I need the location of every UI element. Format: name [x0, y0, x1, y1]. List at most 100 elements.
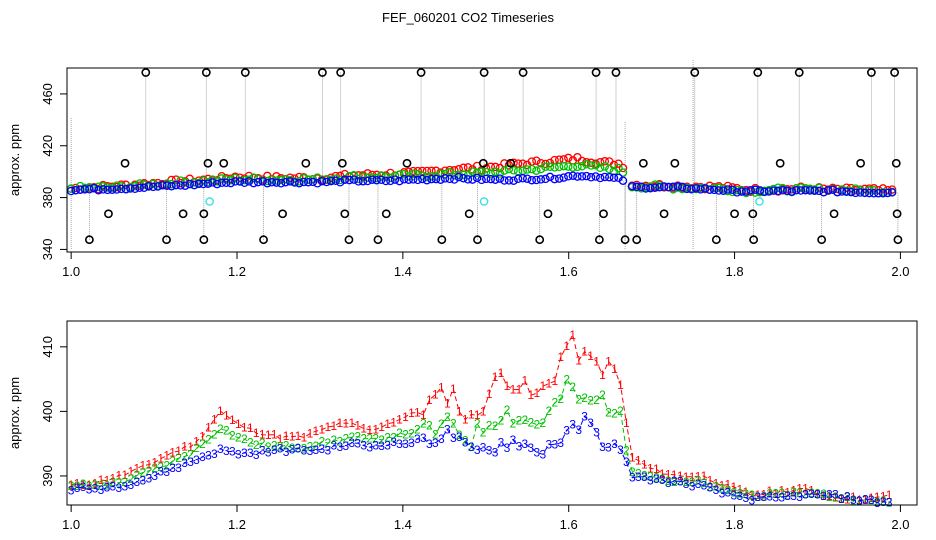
series-1-marker: 1 [98, 473, 105, 487]
series-2-point [176, 176, 185, 185]
series-1-marker: 1 [557, 350, 564, 364]
series-1-marker: 1 [313, 424, 320, 438]
series-3-marker: 3 [110, 480, 117, 494]
outlier-point [381, 209, 391, 219]
series-3-marker: 3 [784, 489, 791, 503]
series-1-marker: 1 [814, 487, 821, 501]
series-2-marker: 2 [223, 423, 230, 437]
series-2-marker: 2 [689, 475, 696, 489]
series-3-point [454, 172, 464, 182]
series-2-line [71, 378, 890, 503]
series-2-marker: 2 [808, 486, 815, 500]
series-1-point [833, 184, 842, 194]
series-3-point [212, 179, 222, 189]
series-3-point [500, 176, 509, 185]
series-3-point [691, 183, 701, 193]
series-3-point [386, 176, 395, 186]
series-3-point [381, 176, 391, 186]
flagged-point [755, 197, 764, 206]
series-3-point [431, 174, 441, 184]
series-2-marker: 2 [122, 475, 129, 489]
series-3-point [80, 185, 90, 194]
series-2-marker: 2 [74, 479, 81, 493]
top-y-axis-label: approx. ppm [7, 124, 22, 196]
series-3-point [878, 189, 888, 198]
series-3-point [577, 172, 587, 181]
series-3-marker: 3 [444, 423, 451, 437]
series-3-point [276, 179, 286, 188]
series-2-marker: 2 [271, 439, 278, 453]
outlier-point [437, 235, 447, 245]
x-tick-label: 1.8 [726, 517, 744, 532]
series-2-marker: 2 [868, 493, 875, 507]
series-2-marker: 2 [128, 472, 135, 486]
series-2-marker: 2 [68, 479, 75, 493]
series-2-marker: 2 [384, 430, 391, 444]
series-3-point [678, 182, 687, 192]
series-1-marker: 1 [665, 467, 672, 481]
series-2-marker: 2 [510, 416, 517, 430]
series-2-marker: 2 [348, 430, 355, 444]
outlier-point [594, 235, 604, 245]
series-1-marker: 1 [492, 370, 499, 384]
series-3-marker: 3 [133, 475, 140, 489]
series-3-marker: 3 [593, 426, 600, 440]
series-2-point [226, 175, 236, 185]
series-1-marker: 1 [838, 492, 845, 506]
series-1-marker: 1 [760, 487, 767, 501]
series-2-marker: 2 [336, 434, 343, 448]
series-1-marker: 1 [426, 393, 433, 407]
series-3-point [545, 172, 555, 182]
bottom-plot-frame [66, 320, 918, 506]
series-3-point [650, 183, 660, 192]
series-1-marker: 1 [731, 480, 738, 494]
series-3-point [445, 174, 454, 184]
series-3-marker: 3 [874, 496, 881, 510]
series-3-marker: 3 [74, 481, 81, 495]
series-3-point [532, 175, 541, 185]
series-2-point [491, 167, 500, 177]
series-3-point [440, 174, 450, 183]
series-2-marker: 2 [641, 469, 648, 483]
series-3-point [450, 175, 459, 184]
series-1-marker: 1 [456, 405, 463, 419]
series-3-marker: 3 [766, 490, 773, 504]
top-data-layer [66, 60, 903, 250]
series-3-marker: 3 [68, 483, 75, 497]
series-2-marker: 2 [498, 414, 505, 428]
series-3-point [668, 182, 678, 192]
series-3-point [217, 178, 226, 188]
series-1-marker: 1 [742, 485, 749, 499]
series-1-marker: 1 [354, 419, 361, 433]
series-1-marker: 1 [348, 416, 355, 430]
series-2-point [582, 160, 591, 169]
series-3-marker: 3 [790, 489, 797, 503]
series-3-point [696, 185, 705, 194]
series-2-marker: 2 [116, 476, 123, 490]
series-1-marker: 1 [145, 458, 152, 472]
series-2-marker: 2 [253, 438, 260, 452]
outlier-point [478, 158, 488, 168]
series-1-marker: 1 [414, 406, 421, 420]
series-3-point [126, 184, 135, 193]
series-1-marker: 1 [104, 474, 111, 488]
series-2-marker: 2 [378, 433, 385, 447]
series-3-point [153, 182, 163, 191]
series-1-marker: 1 [528, 388, 535, 402]
series-2-marker: 2 [725, 483, 732, 497]
series-2-marker: 2 [360, 432, 367, 446]
series-2-point [190, 178, 199, 187]
series-1-marker: 1 [790, 483, 797, 497]
series-3-point [509, 176, 518, 185]
series-3-point [796, 186, 806, 195]
series-3-point [664, 182, 673, 192]
series-2-marker: 2 [539, 416, 546, 430]
series-3-point [244, 177, 254, 186]
series-2-marker: 2 [647, 470, 654, 484]
series-2-marker: 2 [265, 440, 272, 454]
series-1-marker: 1 [319, 423, 326, 437]
series-3-marker: 3 [211, 447, 218, 461]
series-3-marker: 3 [838, 492, 845, 506]
series-2-marker: 2 [396, 426, 403, 440]
series-2-marker: 2 [569, 380, 576, 394]
